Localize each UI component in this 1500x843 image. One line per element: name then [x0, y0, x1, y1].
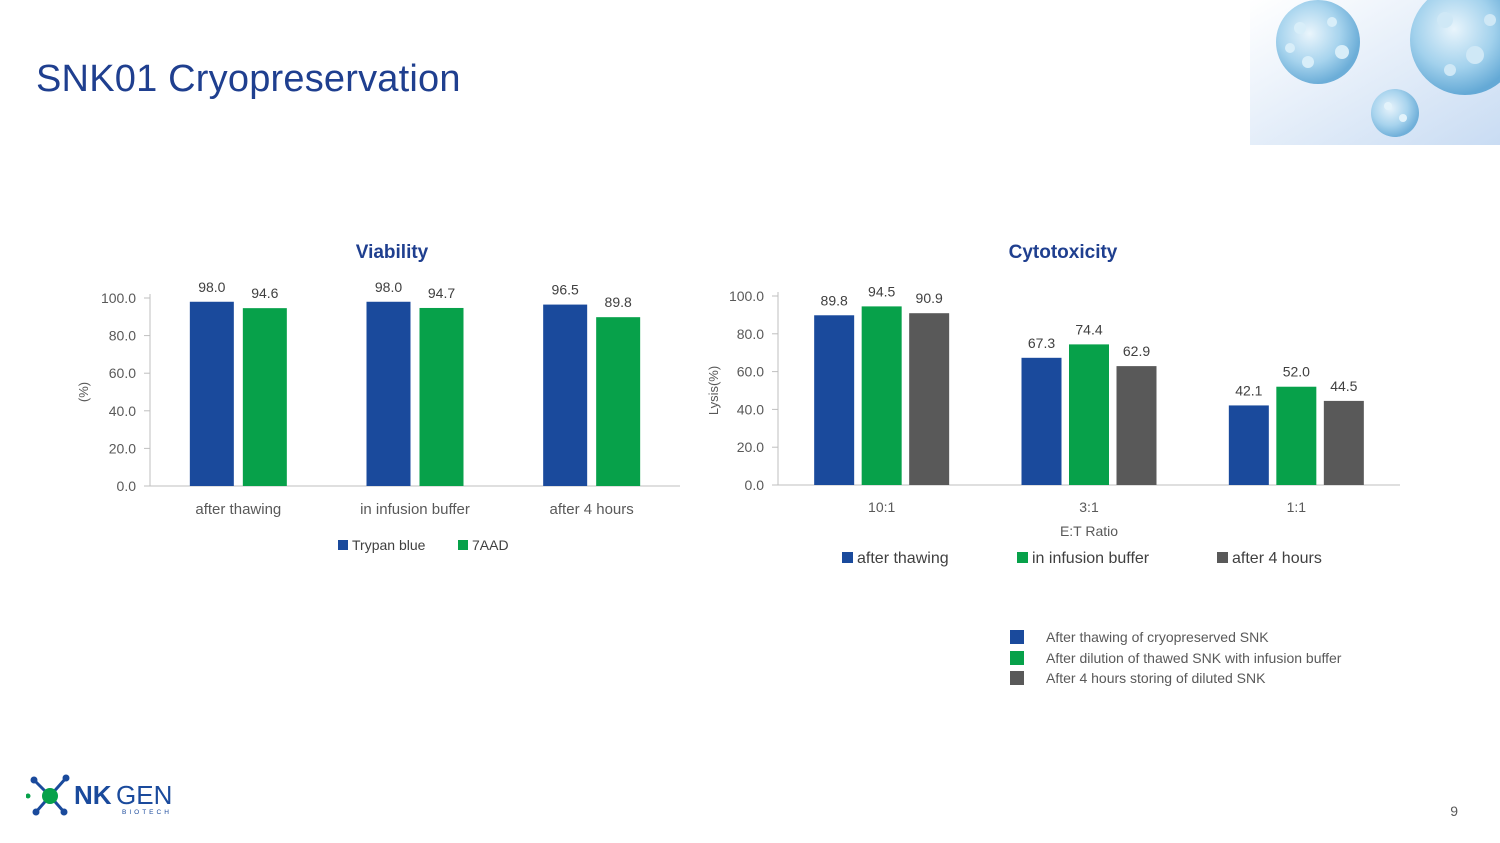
- viability-chart-svg: Viability 0.0 20.0 40.0 60.0 80.0 100.0 (%) 98.0…: [76, 242, 680, 553]
- data-label: 94.6: [251, 285, 278, 301]
- x-tick-label: 1:1: [1287, 499, 1307, 515]
- slide-title: SNK01 Cryopreservation: [36, 58, 461, 100]
- molecule-icon: [26, 774, 70, 816]
- x-tick-label: 10:1: [868, 499, 895, 515]
- cytotoxicity-chart-svg: Cytotoxicity 0.0 20.0 40.0 60.0 80.0 100.0 Lysi…: [706, 242, 1400, 567]
- y-axis-label: (%): [76, 382, 91, 402]
- legend-swatch: [458, 540, 468, 550]
- data-label: 67.3: [1028, 335, 1055, 351]
- y-tick-label: 0.0: [745, 477, 765, 493]
- data-label: 44.5: [1330, 378, 1357, 394]
- note-text: After 4 hours storing of diluted SNK: [1046, 670, 1266, 687]
- legend-swatch: [338, 540, 348, 550]
- legend-label: after thawing: [857, 550, 949, 567]
- chart-title: Cytotoxicity: [1009, 242, 1118, 263]
- x-tick-label: after thawing: [195, 501, 281, 518]
- bar: [861, 306, 902, 485]
- data-label: 74.4: [1075, 321, 1102, 337]
- y-tick-label: 60.0: [737, 364, 764, 380]
- note-swatch: [1010, 650, 1024, 665]
- bar: [1069, 344, 1109, 485]
- y-tick-label: 20.0: [109, 440, 136, 456]
- cytotoxicity-chart: Cytotoxicity 0.0 20.0 40.0 60.0 80.0 100.0 Lysi…: [700, 230, 1420, 580]
- data-label: 90.9: [916, 290, 943, 306]
- cell-illustration: [1250, 0, 1500, 145]
- data-label: 62.9: [1123, 343, 1150, 359]
- legend-label: after 4 hours: [1232, 550, 1322, 567]
- note-text: After dilution of thawed SNK with infusi…: [1046, 649, 1342, 666]
- legend-swatch: [1217, 552, 1228, 563]
- bar: [1323, 400, 1364, 485]
- note-row: After dilution of thawed SNK with infusi…: [1010, 648, 1341, 669]
- bar: [814, 315, 855, 485]
- nkgen-logo: NK GEN BIOTECH: [26, 774, 172, 816]
- legend-swatch: [1017, 552, 1028, 563]
- legend-label: 7AAD: [472, 537, 509, 553]
- data-label: 42.1: [1235, 382, 1262, 398]
- note-row: After 4 hours storing of diluted SNK: [1010, 668, 1341, 689]
- bar: [596, 317, 641, 486]
- chart-title: Viability: [356, 242, 429, 263]
- note-swatch: [1010, 671, 1024, 686]
- cell-small-icon: [1371, 89, 1419, 137]
- y-tick-label: 60.0: [109, 365, 136, 381]
- data-label: 94.5: [868, 283, 895, 299]
- legend-label: in infusion buffer: [1032, 550, 1150, 567]
- bar: [1228, 405, 1269, 485]
- condition-notes: After thawing of cryopreserved SNK After…: [1010, 627, 1341, 689]
- legend-swatch: [842, 552, 853, 563]
- cell-large-icon: [1276, 0, 1360, 84]
- y-tick-label: 80.0: [109, 328, 136, 344]
- viability-chart: Viability 0.0 20.0 40.0 60.0 80.0 100.0 (%) 98.0…: [60, 230, 700, 570]
- logo-brand-bold: NK: [74, 780, 112, 810]
- logo-tagline: BIOTECH: [122, 809, 172, 816]
- bar: [1116, 366, 1157, 485]
- y-tick-label: 40.0: [737, 401, 764, 417]
- logo-brand-light: GEN: [116, 780, 172, 810]
- y-axis-label: Lysis(%): [706, 366, 721, 415]
- x-tick-label: in infusion buffer: [360, 501, 470, 518]
- x-tick-label: after 4 hours: [550, 501, 634, 518]
- y-tick-label: 20.0: [737, 439, 764, 455]
- bar: [543, 304, 588, 486]
- y-tick-label: 80.0: [737, 326, 764, 342]
- y-tick-label: 40.0: [109, 403, 136, 419]
- x-axis-label: E:T Ratio: [1060, 523, 1118, 539]
- y-tick-label: 100.0: [729, 288, 764, 304]
- note-swatch: [1010, 630, 1024, 645]
- y-tick-label: 0.0: [117, 478, 137, 494]
- y-tick-label: 100.0: [101, 290, 136, 306]
- bar: [189, 301, 234, 486]
- bar: [1021, 357, 1062, 485]
- data-label: 98.0: [198, 279, 225, 295]
- page-number: 9: [1450, 803, 1458, 819]
- note-text: After thawing of cryopreserved SNK: [1046, 629, 1269, 646]
- x-tick-label: 3:1: [1079, 499, 1099, 515]
- bar: [419, 307, 464, 486]
- data-label: 89.8: [821, 292, 848, 308]
- bar: [909, 313, 950, 485]
- data-label: 94.7: [428, 285, 455, 301]
- bar: [242, 308, 287, 486]
- legend-label: Trypan blue: [352, 537, 426, 553]
- data-label: 89.8: [605, 294, 632, 310]
- data-label: 96.5: [552, 282, 579, 298]
- data-label: 98.0: [375, 279, 402, 295]
- note-row: After thawing of cryopreserved SNK: [1010, 627, 1341, 648]
- data-label: 52.0: [1283, 364, 1310, 380]
- bar: [366, 301, 411, 486]
- bar: [1276, 386, 1317, 485]
- cell-corner-icon: [1410, 0, 1500, 95]
